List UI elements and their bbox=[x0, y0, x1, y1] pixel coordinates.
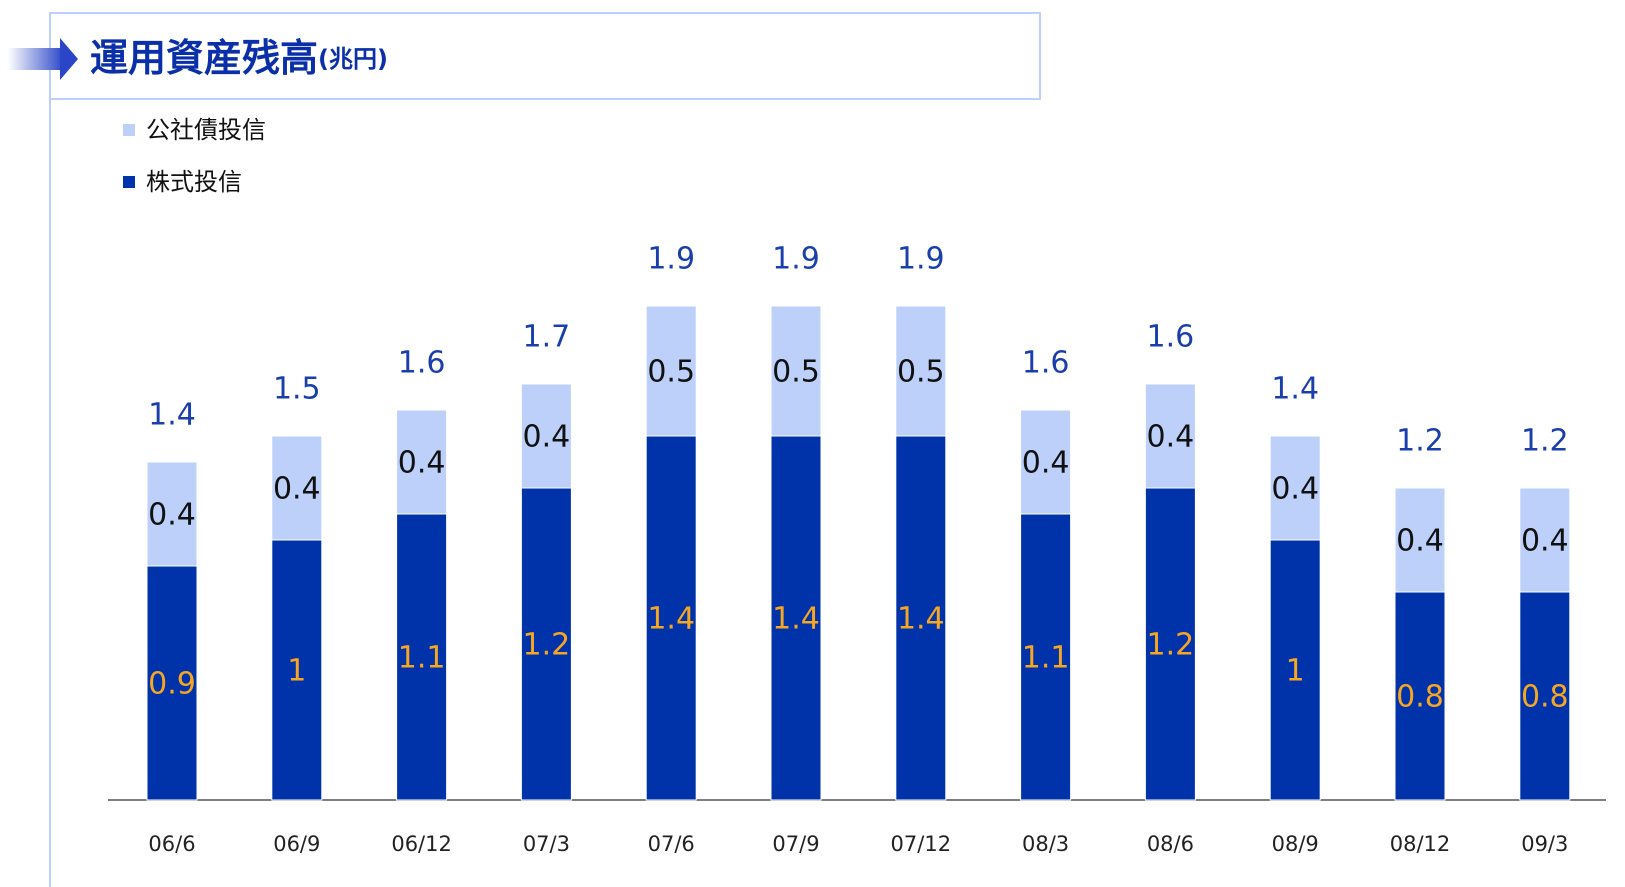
data-label: 1.2 bbox=[1147, 628, 1195, 663]
bar-segment bbox=[396, 409, 448, 515]
bar-segment bbox=[1519, 591, 1571, 801]
data-label: 0.8 bbox=[1521, 680, 1569, 715]
data-label: 1 bbox=[1286, 654, 1305, 689]
bar-segment bbox=[1519, 487, 1571, 593]
total-label: 1.4 bbox=[148, 398, 196, 433]
bar-segment bbox=[1144, 383, 1196, 489]
x-tick-label: 09/3 bbox=[1521, 832, 1568, 856]
bar-segment bbox=[271, 435, 323, 541]
total-label: 1.4 bbox=[1271, 372, 1319, 407]
total-label: 1.9 bbox=[647, 242, 695, 277]
bar-segment bbox=[271, 539, 323, 801]
data-label: 0.4 bbox=[1396, 524, 1444, 559]
bar-segment bbox=[770, 305, 822, 437]
bar-segment bbox=[1394, 487, 1446, 593]
bar-segment bbox=[1269, 435, 1321, 541]
total-label: 1.6 bbox=[1022, 346, 1070, 381]
bar-segment bbox=[146, 461, 198, 567]
total-label: 1.5 bbox=[273, 372, 321, 407]
bar-segment bbox=[1144, 487, 1196, 801]
bar-segment bbox=[1020, 409, 1072, 515]
x-tick-label: 06/6 bbox=[148, 832, 195, 856]
data-label: 0.4 bbox=[398, 446, 446, 481]
total-label: 1.9 bbox=[897, 242, 945, 277]
x-tick-label: 07/9 bbox=[772, 832, 819, 856]
title-arrow bbox=[8, 48, 64, 70]
bar-segment bbox=[520, 383, 572, 489]
bar-segment bbox=[1269, 539, 1321, 801]
data-label: 0.5 bbox=[897, 355, 945, 390]
total-label: 1.7 bbox=[523, 320, 571, 355]
bar-segment bbox=[645, 305, 697, 437]
data-label: 0.4 bbox=[1147, 420, 1195, 455]
data-label: 0.4 bbox=[273, 472, 321, 507]
x-tick-label: 08/9 bbox=[1272, 832, 1319, 856]
data-label: 1.1 bbox=[1022, 641, 1070, 676]
total-label: 1.6 bbox=[1147, 320, 1195, 355]
x-tick-label: 07/12 bbox=[891, 832, 952, 856]
legend-label: 株式投信 bbox=[146, 168, 242, 196]
data-label: 1.2 bbox=[523, 628, 571, 663]
bar-segment bbox=[1394, 591, 1446, 801]
data-label: 0.4 bbox=[1271, 472, 1319, 507]
title-box bbox=[49, 12, 1041, 100]
data-label: 0.4 bbox=[148, 498, 196, 533]
x-tick-label: 06/12 bbox=[391, 832, 452, 856]
legend-swatch bbox=[123, 124, 135, 136]
bar-segment bbox=[895, 435, 947, 801]
bar-segment bbox=[770, 435, 822, 801]
legend-label: 公社債投信 bbox=[146, 116, 266, 144]
bar-segment bbox=[895, 305, 947, 437]
data-label: 0.5 bbox=[772, 355, 820, 390]
x-tick-label: 07/3 bbox=[523, 832, 570, 856]
x-tick-label: 08/12 bbox=[1390, 832, 1451, 856]
data-label: 1.4 bbox=[772, 602, 820, 637]
x-tick-label: 08/3 bbox=[1022, 832, 1069, 856]
bar-segment bbox=[645, 435, 697, 801]
bar-segment bbox=[146, 565, 198, 801]
data-label: 0.4 bbox=[1022, 446, 1070, 481]
data-label: 0.8 bbox=[1396, 680, 1444, 715]
data-label: 0.4 bbox=[523, 420, 571, 455]
bar-segment bbox=[396, 513, 448, 801]
total-label: 1.6 bbox=[398, 346, 446, 381]
x-tick-label: 07/6 bbox=[648, 832, 695, 856]
bar-segment bbox=[1020, 513, 1072, 801]
bar-segment bbox=[520, 487, 572, 801]
legend-swatch bbox=[123, 176, 135, 188]
chart-title: 運用資産残高(兆円) bbox=[90, 36, 388, 80]
total-label: 1.2 bbox=[1396, 424, 1444, 459]
x-tick-label: 06/9 bbox=[273, 832, 320, 856]
data-label: 1.4 bbox=[897, 602, 945, 637]
total-label: 1.9 bbox=[772, 242, 820, 277]
data-label: 1.1 bbox=[398, 641, 446, 676]
data-label: 1 bbox=[287, 654, 306, 689]
total-label: 1.2 bbox=[1521, 424, 1569, 459]
title-arrow-head bbox=[60, 38, 78, 80]
data-label: 0.5 bbox=[647, 355, 695, 390]
x-tick-label: 08/6 bbox=[1147, 832, 1194, 856]
data-label: 0.9 bbox=[148, 667, 196, 702]
data-label: 0.4 bbox=[1521, 524, 1569, 559]
data-label: 1.4 bbox=[647, 602, 695, 637]
